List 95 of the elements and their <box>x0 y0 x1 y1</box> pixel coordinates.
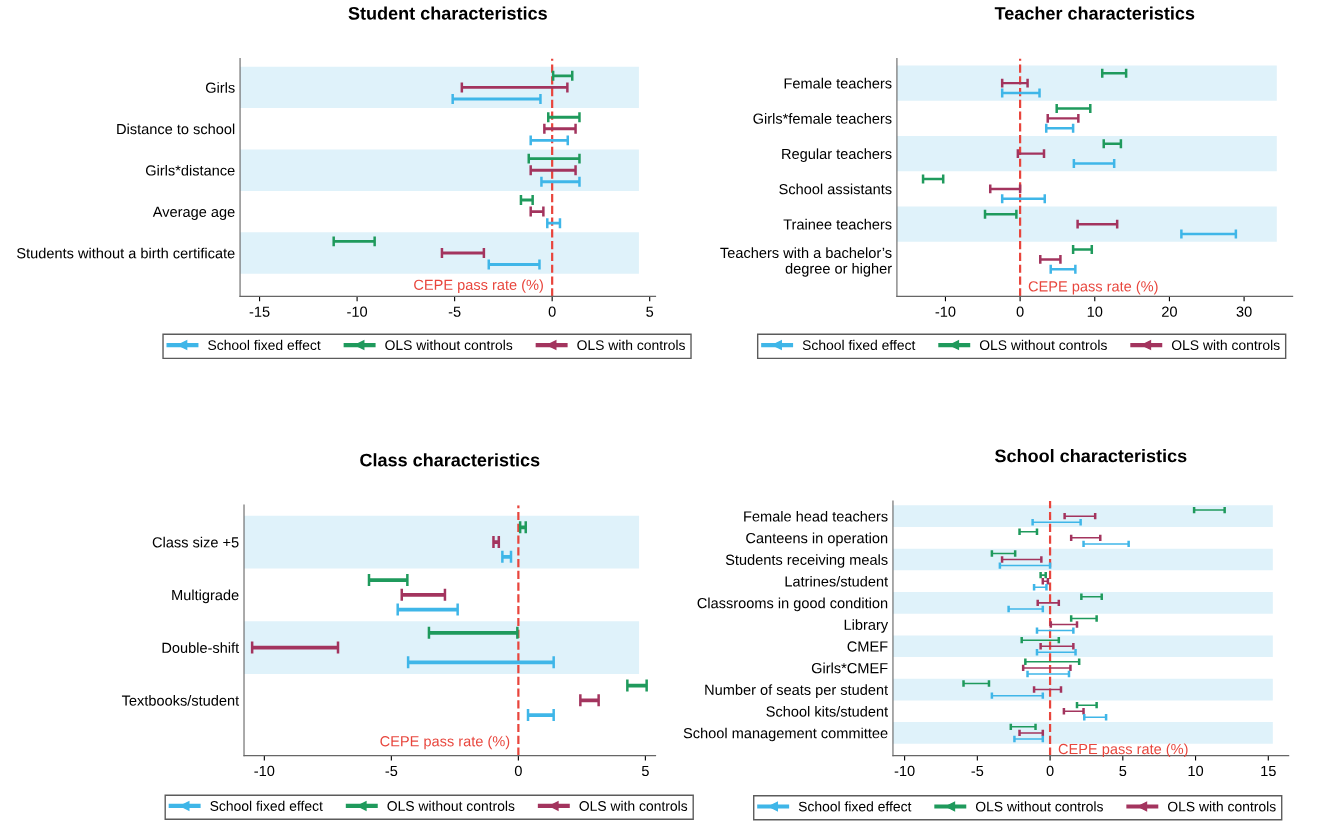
legend-label: OLS without controls <box>387 800 515 811</box>
bar <box>369 578 408 582</box>
x-tick-label: 20 <box>1162 306 1177 317</box>
y-tick-label: Female teachers <box>784 77 892 89</box>
bar <box>1040 258 1061 261</box>
y-tick-label: Class size +5 <box>152 536 239 548</box>
x-tick-label: 5 <box>646 306 654 317</box>
y-tick-label: Average age <box>152 206 235 220</box>
y-tick-label: Girls <box>205 82 235 93</box>
legend-label: OLS with controls <box>577 339 685 351</box>
legend-label: School fixed effect <box>208 339 321 351</box>
x-tick-label: 0 <box>514 765 522 777</box>
ref-line-label: CEPE pass rate (%) <box>1058 743 1188 758</box>
bar <box>544 127 576 131</box>
y-tick-label: Trainee teachers <box>783 218 892 230</box>
x-tick-label: 15 <box>1261 765 1276 777</box>
bar <box>520 525 526 530</box>
chart-title: Class characteristics <box>360 453 540 467</box>
y-tick-label: Girls*female teachers <box>753 113 892 124</box>
bar <box>528 157 580 161</box>
bar <box>1017 152 1044 155</box>
y-tick-label: School assistants <box>779 183 892 195</box>
y-tick-label: School management committee <box>683 727 888 742</box>
x-tick-label: 10 <box>1188 765 1204 777</box>
y-tick-label: Female head teachers <box>744 510 888 522</box>
bar <box>1047 117 1079 120</box>
x-tick-label: -10 <box>894 765 915 777</box>
chart-title: School characteristics <box>995 449 1187 463</box>
y-tick-label: Library <box>844 619 889 633</box>
bar <box>580 698 599 703</box>
ref-line-label: CEPE pass rate (%) <box>414 279 543 293</box>
y-tick-label: CMEF <box>847 641 888 652</box>
y-tick-label: Students without a birth certificate <box>17 247 235 259</box>
bar <box>553 74 573 78</box>
bar <box>1050 268 1076 271</box>
legend-label: OLS with controls <box>1171 339 1280 351</box>
legend-label: OLS with controls <box>579 800 688 811</box>
y-tick-label: Girls*distance <box>145 164 235 176</box>
bar <box>428 630 518 635</box>
x-tick-label: -10 <box>254 765 275 777</box>
bar <box>461 85 568 89</box>
bar <box>1073 248 1092 251</box>
y-tick-label: Canteens in operation <box>746 532 888 547</box>
bar <box>493 540 499 544</box>
bar <box>547 221 560 225</box>
chart-title: Teacher characteristics <box>994 6 1195 20</box>
y-tick-label: Double-shift <box>162 642 240 653</box>
y-tick-label: Textbooks/student <box>121 695 240 706</box>
x-tick-label: -10 <box>935 306 956 317</box>
y-tick-label: Teachers with a bachelor’s degree or higher <box>720 247 892 277</box>
y-tick-label: Number of seats per student <box>705 684 889 698</box>
legend-label: OLS without controls <box>979 339 1107 351</box>
x-tick-label: -5 <box>385 765 398 777</box>
y-tick-label: School kits/student <box>766 705 888 717</box>
bar <box>1056 107 1091 110</box>
bar <box>502 555 511 559</box>
legend-label: OLS without controls <box>385 339 513 351</box>
y-tick-label: Latrines/student <box>785 575 888 587</box>
x-tick-label: 0 <box>1016 306 1024 317</box>
bar <box>528 713 554 717</box>
y-tick-label: Distance to school <box>117 123 235 135</box>
bar <box>408 660 554 665</box>
legend-label: School fixed effect <box>802 339 916 351</box>
y-tick-label: Classrooms in good condition <box>697 597 888 612</box>
y-tick-label: Girls*CMEF <box>811 662 888 674</box>
x-tick-label: 5 <box>641 765 649 777</box>
x-tick-label: -15 <box>249 306 270 317</box>
x-tick-label: 0 <box>1046 765 1054 777</box>
bar <box>530 168 576 172</box>
y-tick-label: Multigrade <box>172 589 239 604</box>
legend-label: OLS with controls <box>1167 801 1276 812</box>
bar <box>530 210 544 214</box>
bar <box>548 115 580 119</box>
x-tick-label: 30 <box>1236 306 1252 317</box>
legend-label: School fixed effect <box>798 801 912 812</box>
bar <box>333 239 375 243</box>
legend-label: School fixed effect <box>210 800 323 811</box>
bar <box>541 180 580 184</box>
bar <box>1073 162 1115 165</box>
x-tick-label: 5 <box>1119 765 1127 777</box>
x-tick-label: -5 <box>448 306 461 317</box>
ref-line-label: CEPE pass rate (%) <box>1028 280 1158 295</box>
y-tick-label: Students receiving meals <box>725 554 888 568</box>
bar <box>488 263 540 267</box>
x-tick-label: -10 <box>347 306 368 317</box>
ref-line-label: CEPE pass rate (%) <box>380 735 510 750</box>
x-tick-label: -5 <box>971 765 984 777</box>
y-tick-label: Regular teachers <box>782 148 892 162</box>
x-tick-label: 10 <box>1087 306 1103 317</box>
bar <box>530 138 568 142</box>
bar <box>401 592 445 597</box>
chart-title: Student characteristics <box>348 6 547 20</box>
legend-label: OLS without controls <box>975 801 1103 812</box>
bar <box>985 213 1017 216</box>
x-tick-label: 0 <box>548 306 556 317</box>
